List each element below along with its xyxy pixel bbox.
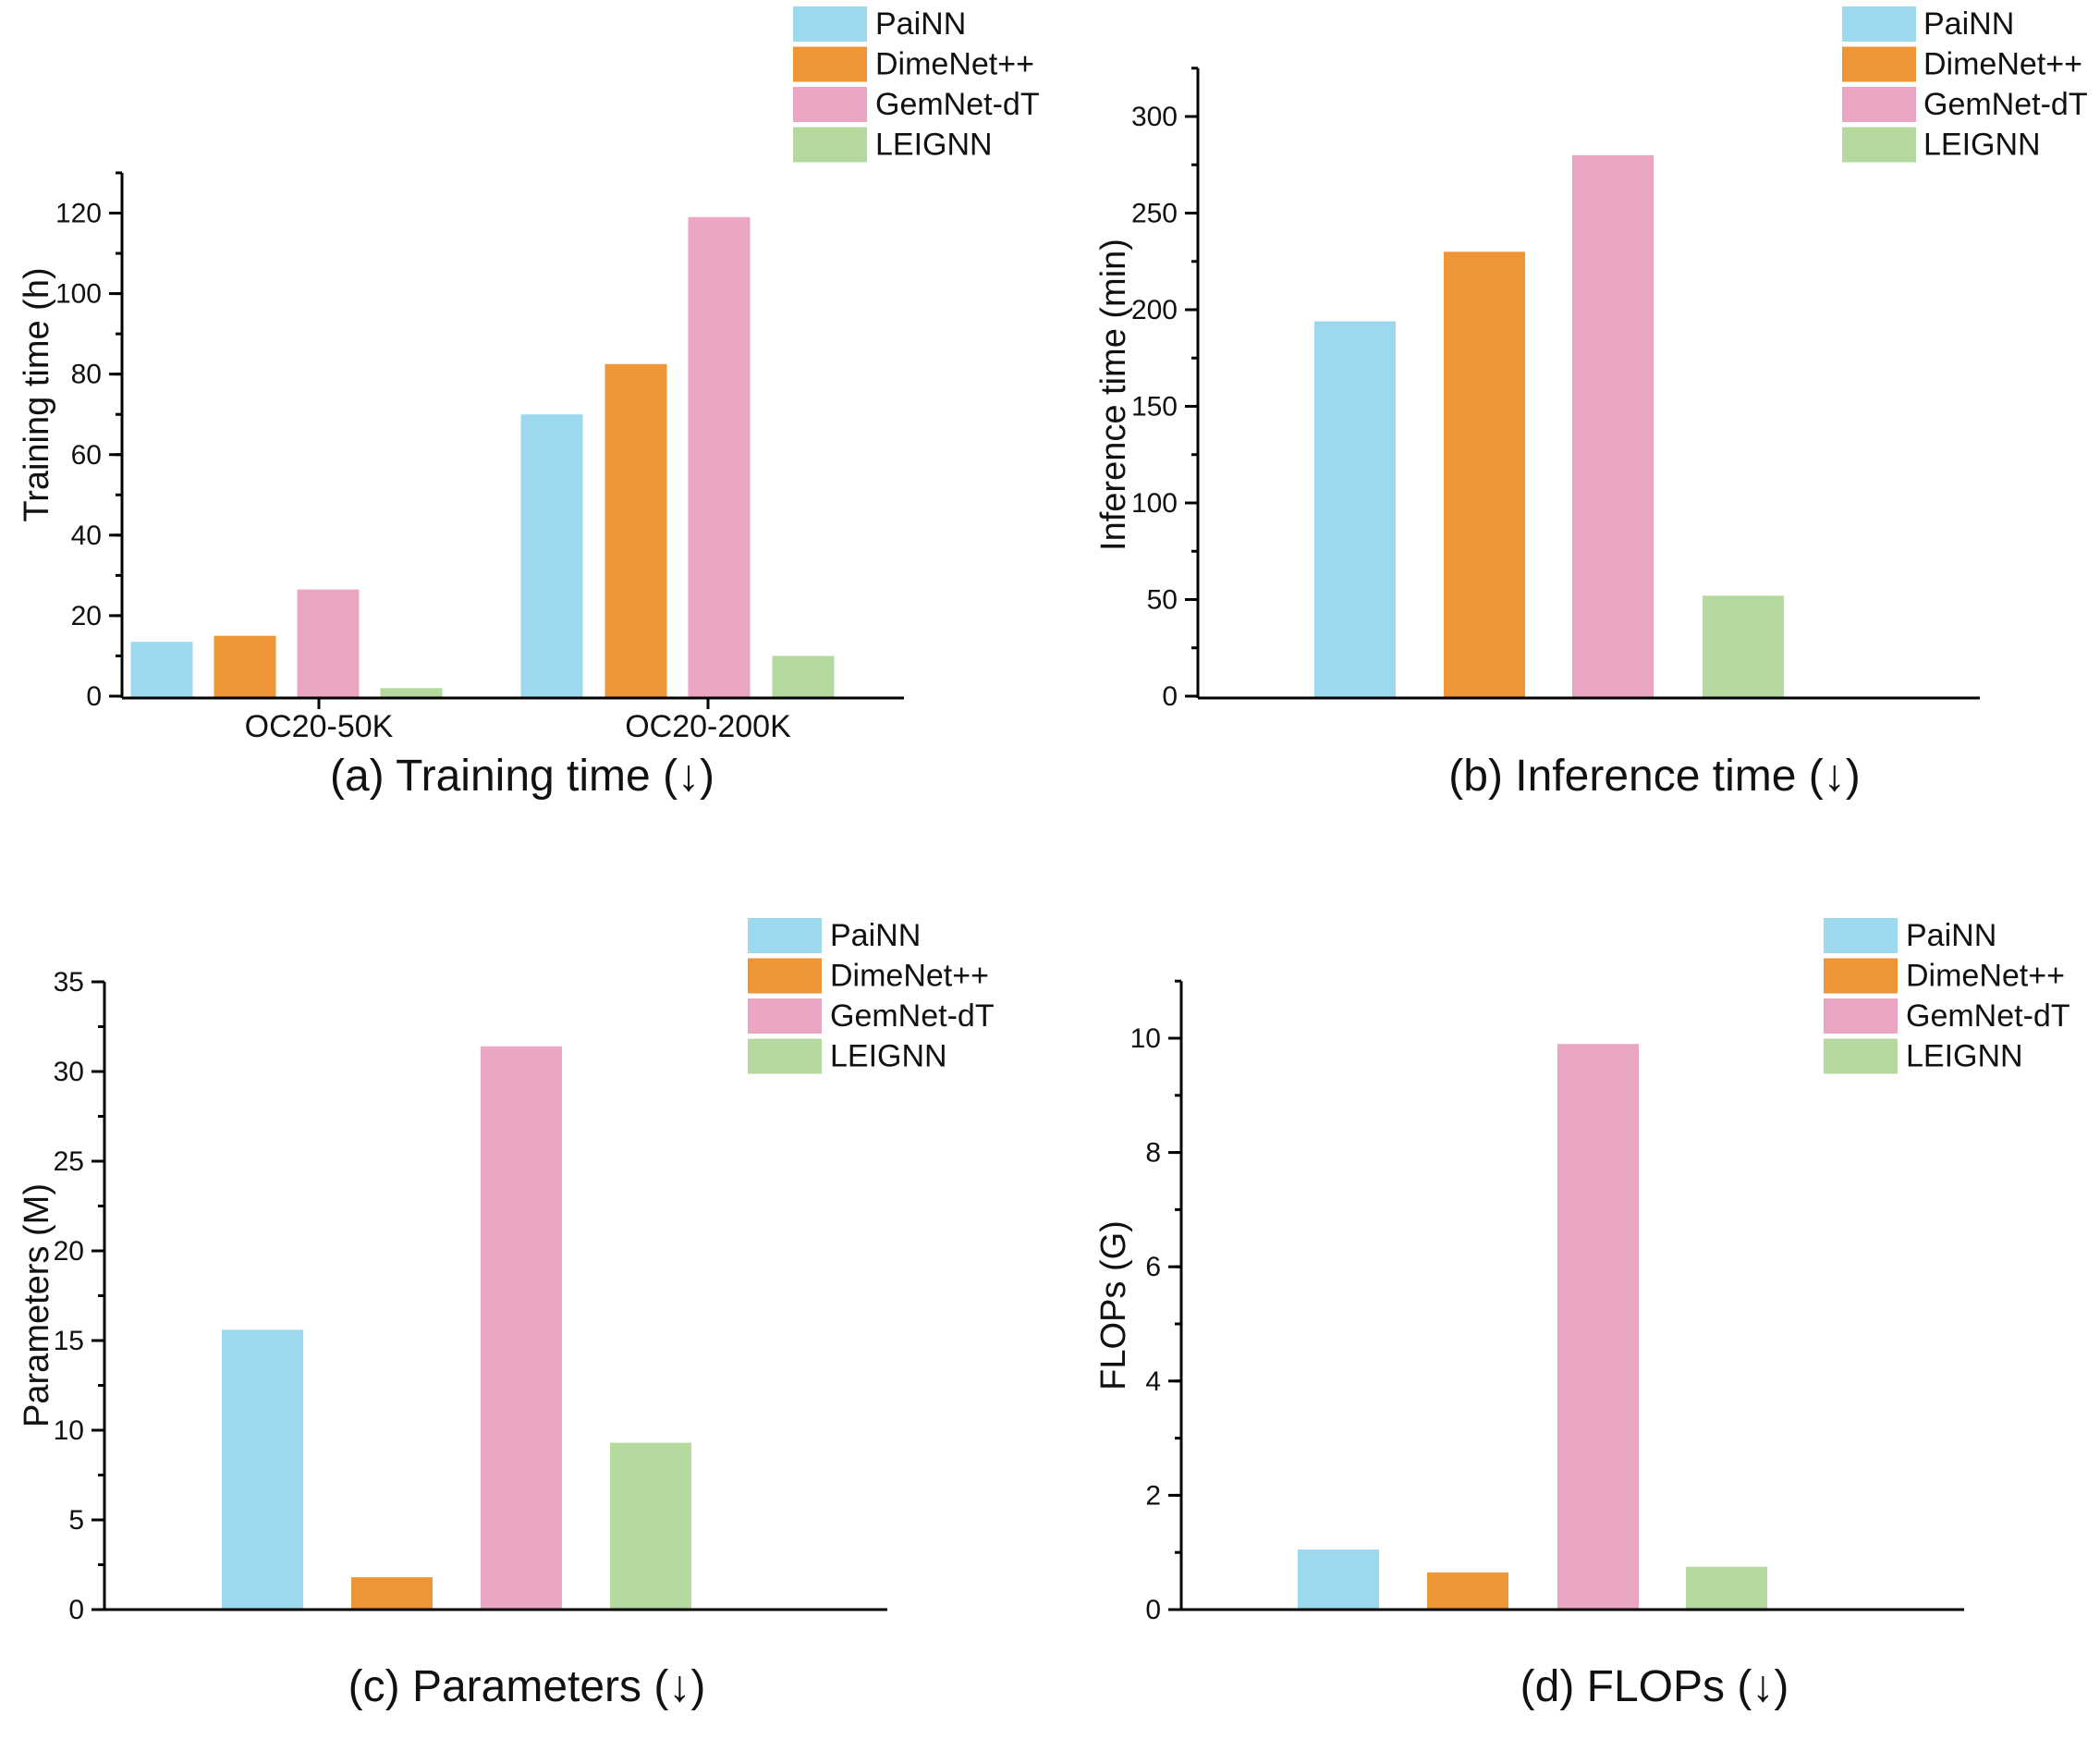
legend-label: DimeNet++	[830, 959, 989, 994]
bar-gemnet-dt	[481, 1046, 562, 1609]
legend-label: LEIGNN	[1923, 128, 2041, 163]
bar-leignn	[1686, 1566, 1767, 1609]
bar-painn	[1314, 321, 1396, 697]
y-tick-label: 20	[71, 601, 102, 631]
y-tick-label: 200	[1131, 295, 1178, 325]
legend-label: GemNet-dT	[1923, 87, 2088, 122]
y-axis-label: Training time (h)	[18, 267, 56, 521]
bar-dimenet-	[1427, 1572, 1508, 1609]
legend-swatch-leignn	[1824, 1038, 1898, 1074]
y-tick-label: 10	[54, 1415, 84, 1446]
chart-caption: (a) Training time (↓)	[330, 752, 714, 801]
y-tick-label: 80	[71, 360, 102, 390]
legend-swatch-painn	[793, 6, 867, 42]
legend-swatch-gemnet-dt	[748, 998, 822, 1034]
bar-gemnet-dt	[1572, 154, 1654, 697]
y-tick-label: 0	[1145, 1595, 1161, 1625]
legend-label: GemNet-dT	[830, 998, 995, 1034]
legend-swatch-gemnet-dt	[793, 87, 867, 122]
legend-label: GemNet-dT	[875, 87, 1040, 122]
y-tick-label: 15	[54, 1326, 84, 1356]
y-tick-label: 0	[68, 1595, 84, 1625]
legend-swatch-leignn	[793, 127, 867, 163]
bar-dimenet-	[351, 1577, 433, 1609]
y-axis-label: Parameters (M)	[18, 1183, 56, 1427]
legend-swatch-painn	[1842, 6, 1916, 42]
y-tick-label: 0	[1162, 681, 1178, 712]
y-tick-label: 10	[1130, 1023, 1161, 1054]
y-tick-label: 5	[68, 1505, 84, 1536]
bar-gemnet-dt	[297, 589, 360, 697]
legend-label: PaiNN	[1906, 918, 1996, 953]
legend-swatch-dimenet-	[748, 958, 822, 994]
bar-painn	[222, 1329, 303, 1609]
y-tick-label: 50	[1147, 585, 1178, 616]
y-tick-label: 150	[1131, 392, 1178, 423]
y-tick-label: 20	[54, 1236, 84, 1267]
bar-gemnet-dt	[1557, 1044, 1639, 1609]
legend-swatch-dimenet-	[1842, 46, 1916, 82]
bar-dimenet-	[604, 363, 667, 697]
legend-label: LEIGNN	[1906, 1039, 2023, 1074]
y-tick-label: 25	[54, 1146, 84, 1177]
bar-dimenet-	[214, 635, 276, 697]
legend-swatch-gemnet-dt	[1842, 87, 1916, 122]
chart-caption: (c) Parameters (↓)	[348, 1662, 706, 1711]
y-tick-label: 250	[1131, 199, 1178, 229]
legend-swatch-leignn	[748, 1038, 822, 1074]
bar-leignn	[610, 1442, 691, 1609]
y-tick-label: 35	[54, 967, 84, 998]
legend-swatch-painn	[748, 918, 822, 953]
legend-swatch-dimenet-	[793, 46, 867, 82]
legend-swatch-painn	[1824, 918, 1898, 953]
bar-dimenet-	[1444, 251, 1525, 697]
chart-1: 0 50 100 150 200 250 300 Inference time (min) (b…	[1094, 6, 2088, 801]
legend-swatch-gemnet-dt	[1824, 998, 1898, 1034]
y-axis-label: FLOPs (G)	[1094, 1220, 1133, 1390]
bar-painn	[1298, 1549, 1379, 1609]
legend-label: GemNet-dT	[1906, 998, 2070, 1034]
chart-caption: (d) FLOPs (↓)	[1520, 1662, 1789, 1711]
bar-leignn	[380, 688, 443, 697]
x-category-label: OC20-200K	[625, 709, 791, 744]
x-category-label: OC20-50K	[245, 709, 394, 744]
bar-painn	[130, 642, 193, 697]
y-tick-label: 8	[1145, 1138, 1161, 1169]
y-tick-label: 4	[1145, 1366, 1161, 1397]
y-tick-label: 300	[1131, 102, 1178, 132]
y-tick-label: 6	[1145, 1252, 1161, 1282]
y-tick-label: 100	[1131, 488, 1178, 519]
legend-label: LEIGNN	[875, 128, 993, 163]
y-tick-label: 0	[86, 681, 102, 712]
legend-label: PaiNN	[875, 6, 966, 42]
chart-2: 0 5 10 15 20 25 30 35 Parameters (M) (c) Paramete…	[18, 918, 995, 1711]
y-axis-label: Inference time (min)	[1094, 239, 1133, 551]
y-tick-label: 100	[55, 279, 102, 310]
y-tick-label: 40	[71, 520, 102, 551]
chart-0: 0 20 40 60 80 100 120 OC20-50K OC20-200K Training…	[18, 6, 1040, 801]
legend-label: LEIGNN	[830, 1039, 947, 1074]
y-tick-label: 120	[55, 199, 102, 229]
y-tick-label: 2	[1145, 1480, 1161, 1511]
bar-leignn	[1703, 595, 1784, 697]
y-tick-label: 30	[54, 1057, 84, 1087]
legend-label: PaiNN	[1923, 6, 2014, 42]
legend-swatch-leignn	[1842, 127, 1916, 163]
legend-label: DimeNet++	[875, 47, 1034, 82]
legend-label: PaiNN	[830, 918, 921, 953]
bar-gemnet-dt	[688, 216, 751, 697]
y-tick-label: 60	[71, 440, 102, 471]
chart-caption: (b) Inference time (↓)	[1448, 752, 1860, 801]
chart-3: 0 2 4 6 8 10 FLOPs (G) (d) FLOPs (↓) PaiNN DimeNe…	[1094, 918, 2070, 1711]
legend-label: DimeNet++	[1906, 959, 2065, 994]
legend-label: DimeNet++	[1923, 47, 2082, 82]
legend-swatch-dimenet-	[1824, 958, 1898, 994]
bar-painn	[520, 414, 583, 697]
bar-leignn	[772, 655, 835, 697]
